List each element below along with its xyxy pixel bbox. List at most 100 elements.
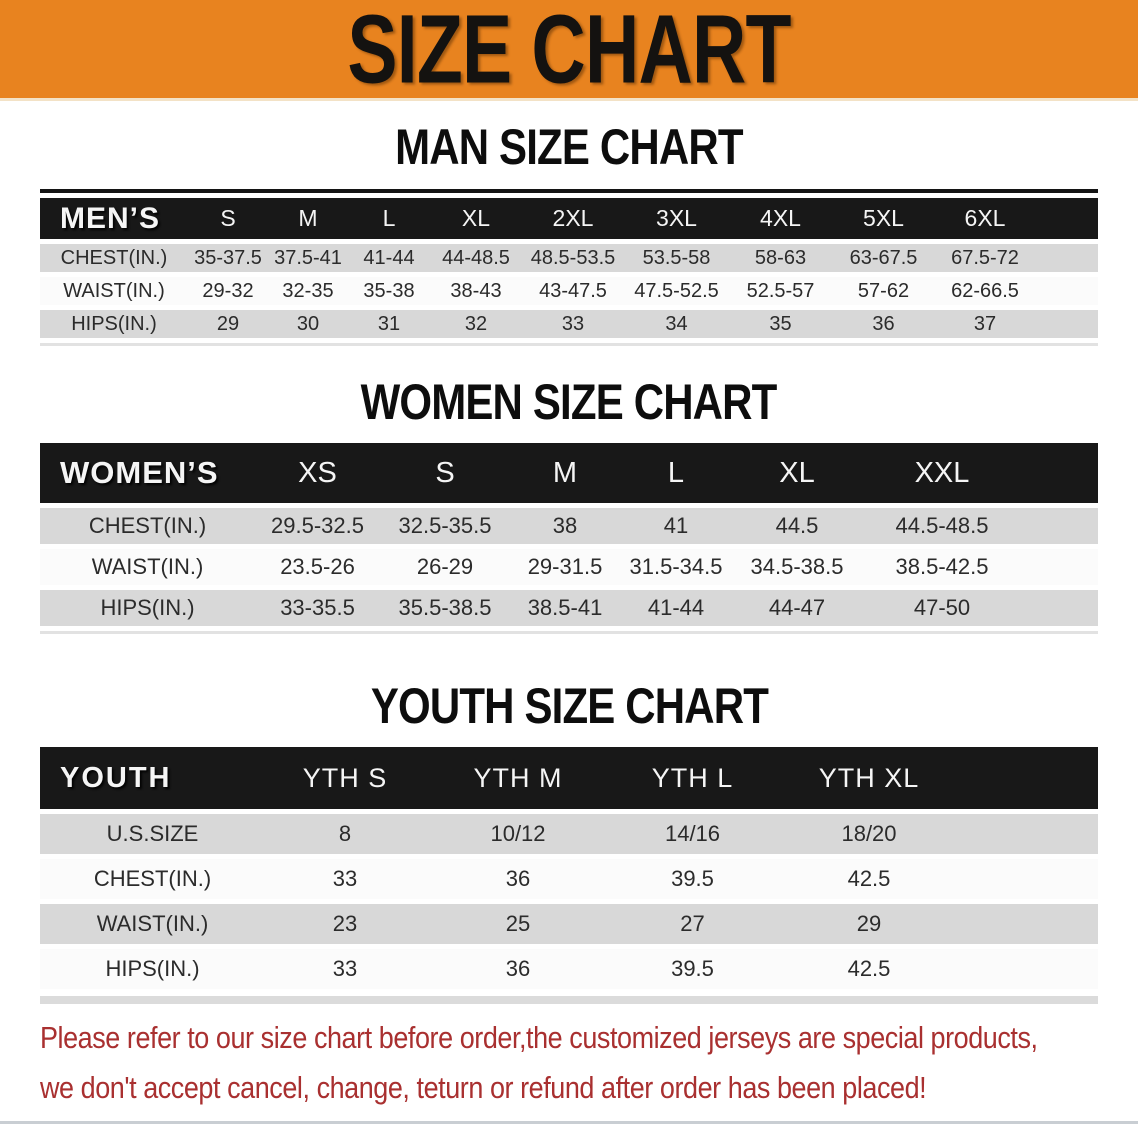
men-table-top-rule <box>40 189 1098 193</box>
men-section: MAN SIZE CHART MEN’S S M L XL 2XL 3XL 4XL 5XL 6XL… <box>0 121 1138 346</box>
men-column-header-4xl: 4XL <box>729 198 832 239</box>
youth-row-label-hips-in: HIPS(IN.) <box>40 949 265 989</box>
men-size-table: MEN’S S M L XL 2XL 3XL 4XL 5XL 6XL CHEST(IN.) 35-3… <box>40 193 1098 343</box>
notice-line-1-text: Please refer to our size chart before or… <box>40 1020 1038 1055</box>
men-value-chest-in-6xl: 67.5-72 <box>935 244 1035 272</box>
bottom-divider <box>0 1121 1138 1124</box>
youth-value-hips-in-yth-s: 33 <box>265 949 425 989</box>
youth-row-filler <box>964 814 1098 854</box>
women-section: WOMEN SIZE CHART WOMEN’S XS S M L XL XXL CHEST… <box>0 376 1138 634</box>
youth-value-waist-in-yth-xl: 29 <box>774 904 964 944</box>
women-value-hips-in-xl: 44-47 <box>732 590 862 626</box>
women-column-header-m: M <box>510 443 620 503</box>
youth-row-filler <box>964 859 1098 899</box>
women-row-chest-in: CHEST(IN.) 29.5-32.5 32.5-35.5 38 41 44.5 44.5… <box>40 508 1098 544</box>
youth-row-label-chest-in: CHEST(IN.) <box>40 859 265 899</box>
men-column-header-3xl: 3XL <box>624 198 729 239</box>
youth-table-body: U.S.SIZE 8 10/12 14/16 18/20 CHEST(IN.) 33 36 39… <box>40 814 1098 989</box>
women-column-header-xxl: XXL <box>862 443 1022 503</box>
men-table-header: MEN’S S M L XL 2XL 3XL 4XL 5XL 6XL <box>40 198 1098 239</box>
women-column-header-xl: XL <box>732 443 862 503</box>
women-row-label-chest-in: CHEST(IN.) <box>40 508 255 544</box>
women-value-waist-in-m: 29-31.5 <box>510 549 620 585</box>
men-row-label-hips-in: HIPS(IN.) <box>40 310 188 338</box>
youth-value-u-s-size-yth-xl: 18/20 <box>774 814 964 854</box>
men-value-waist-in-3xl: 47.5-52.5 <box>624 277 729 305</box>
men-value-chest-in-l: 41-44 <box>348 244 430 272</box>
men-value-hips-in-5xl: 36 <box>832 310 935 338</box>
men-row-label-chest-in: CHEST(IN.) <box>40 244 188 272</box>
women-table-body: CHEST(IN.) 29.5-32.5 32.5-35.5 38 41 44.5 44.5… <box>40 508 1098 626</box>
men-column-header-5xl: 5XL <box>832 198 935 239</box>
women-value-hips-in-xxl: 47-50 <box>862 590 1022 626</box>
youth-column-header-yth-xl: YTH XL <box>774 747 964 809</box>
men-value-waist-in-4xl: 52.5-57 <box>729 277 832 305</box>
women-value-waist-in-l: 31.5-34.5 <box>620 549 732 585</box>
women-row-filler <box>1022 549 1098 585</box>
men-value-chest-in-2xl: 48.5-53.5 <box>522 244 624 272</box>
youth-row-filler <box>964 904 1098 944</box>
men-value-waist-in-m: 32-35 <box>268 277 348 305</box>
men-value-hips-in-4xl: 35 <box>729 310 832 338</box>
men-value-chest-in-m: 37.5-41 <box>268 244 348 272</box>
men-row-filler <box>1035 310 1098 338</box>
men-value-hips-in-l: 31 <box>348 310 430 338</box>
men-column-header-2xl: 2XL <box>522 198 624 239</box>
women-value-chest-in-m: 38 <box>510 508 620 544</box>
men-column-header-6xl: 6XL <box>935 198 1035 239</box>
youth-value-hips-in-yth-l: 39.5 <box>611 949 774 989</box>
women-column-header-s: S <box>380 443 510 503</box>
women-value-hips-in-s: 35.5-38.5 <box>380 590 510 626</box>
men-row-waist-in: WAIST(IN.) 29-32 32-35 35-38 38-43 43-47.5 47.… <box>40 277 1098 305</box>
men-value-waist-in-2xl: 43-47.5 <box>522 277 624 305</box>
youth-row-label-waist-in: WAIST(IN.) <box>40 904 265 944</box>
women-header-label: WOMEN’S <box>40 443 255 503</box>
men-column-header-xl: XL <box>430 198 522 239</box>
women-table-bottom-strip <box>40 631 1098 634</box>
men-value-chest-in-5xl: 63-67.5 <box>832 244 935 272</box>
notice-line-1: Please refer to our size chart before or… <box>40 1016 1138 1066</box>
women-value-waist-in-xl: 34.5-38.5 <box>732 549 862 585</box>
youth-value-u-s-size-yth-l: 14/16 <box>611 814 774 854</box>
youth-section: YOUTH SIZE CHART YOUTH YTH S YTH M YTH L YTH… <box>0 680 1138 1004</box>
men-value-hips-in-m: 30 <box>268 310 348 338</box>
women-header-filler <box>1022 443 1098 503</box>
youth-row-filler <box>964 949 1098 989</box>
youth-column-header-yth-m: YTH M <box>425 747 611 809</box>
men-row-hips-in: HIPS(IN.) 29 30 31 32 33 34 35 36 37 <box>40 310 1098 338</box>
men-table-body: CHEST(IN.) 35-37.5 37.5-41 41-44 44-48.5 48.5… <box>40 244 1098 338</box>
women-value-waist-in-xs: 23.5-26 <box>255 549 380 585</box>
women-column-header-l: L <box>620 443 732 503</box>
women-row-hips-in: HIPS(IN.) 33-35.5 35.5-38.5 38.5-41 41-44 44-… <box>40 590 1098 626</box>
men-value-waist-in-6xl: 62-66.5 <box>935 277 1035 305</box>
youth-row-u-s-size: U.S.SIZE 8 10/12 14/16 18/20 <box>40 814 1098 854</box>
youth-value-waist-in-yth-s: 23 <box>265 904 425 944</box>
youth-value-hips-in-yth-m: 36 <box>425 949 611 989</box>
women-value-waist-in-xxl: 38.5-42.5 <box>862 549 1022 585</box>
women-value-chest-in-s: 32.5-35.5 <box>380 508 510 544</box>
men-row-chest-in: CHEST(IN.) 35-37.5 37.5-41 41-44 44-48.5 48.5… <box>40 244 1098 272</box>
youth-section-heading-text: YOUTH SIZE CHART <box>370 678 768 734</box>
youth-column-header-yth-l: YTH L <box>611 747 774 809</box>
men-column-header-l: L <box>348 198 430 239</box>
youth-size-table: YOUTH YTH S YTH M YTH L YTH XL U.S.SIZE 8 10/1… <box>40 742 1098 994</box>
men-table-bottom-strip <box>40 343 1098 346</box>
youth-value-chest-in-yth-s: 33 <box>265 859 425 899</box>
men-value-hips-in-2xl: 33 <box>522 310 624 338</box>
men-value-waist-in-s: 29-32 <box>188 277 268 305</box>
youth-row-waist-in: WAIST(IN.) 23 25 27 29 <box>40 904 1098 944</box>
youth-section-heading: YOUTH SIZE CHART <box>0 680 1138 732</box>
youth-value-waist-in-yth-l: 27 <box>611 904 774 944</box>
youth-column-header-yth-s: YTH S <box>265 747 425 809</box>
women-value-chest-in-xxl: 44.5-48.5 <box>862 508 1022 544</box>
men-column-header-m: M <box>268 198 348 239</box>
youth-row-label-u-s-size: U.S.SIZE <box>40 814 265 854</box>
men-value-waist-in-l: 35-38 <box>348 277 430 305</box>
women-table-header: WOMEN’S XS S M L XL XXL <box>40 443 1098 503</box>
men-value-chest-in-3xl: 53.5-58 <box>624 244 729 272</box>
men-header-row: MEN’S S M L XL 2XL 3XL 4XL 5XL 6XL <box>40 198 1098 239</box>
youth-value-chest-in-yth-l: 39.5 <box>611 859 774 899</box>
men-value-chest-in-xl: 44-48.5 <box>430 244 522 272</box>
men-column-header-s: S <box>188 198 268 239</box>
